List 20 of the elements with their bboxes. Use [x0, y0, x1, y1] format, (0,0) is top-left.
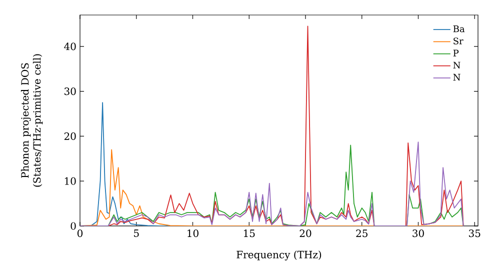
x-tick-label: 30 — [412, 230, 424, 238]
y-tick-label: 20 — [64, 132, 76, 140]
x-tick-label: 20 — [300, 230, 312, 238]
legend-label: P — [453, 50, 459, 56]
y-tick-label: 30 — [64, 88, 76, 96]
legend-label: N — [453, 62, 460, 69]
x-tick-label: 10 — [188, 230, 198, 238]
y-tick-label: 40 — [64, 42, 76, 50]
x-tick-label: 35 — [469, 230, 480, 238]
legend-label: Ba — [453, 26, 465, 32]
x-tick-label: 25 — [356, 230, 368, 238]
x-axis-title: Frequency (THz) — [236, 250, 322, 260]
y-tick-label: 10 — [64, 177, 76, 185]
y-axis-title: Phonon projected DOS (States/THz·primitive cell) — [20, 54, 43, 187]
y-tick-label: 0 — [70, 222, 76, 230]
x-tick-label: 15 — [244, 230, 255, 238]
legend-label: Sr — [454, 38, 464, 44]
x-tick-label: 5 — [134, 230, 139, 237]
legend-label: N — [453, 74, 460, 81]
x-tick-label: 0 — [77, 230, 83, 238]
